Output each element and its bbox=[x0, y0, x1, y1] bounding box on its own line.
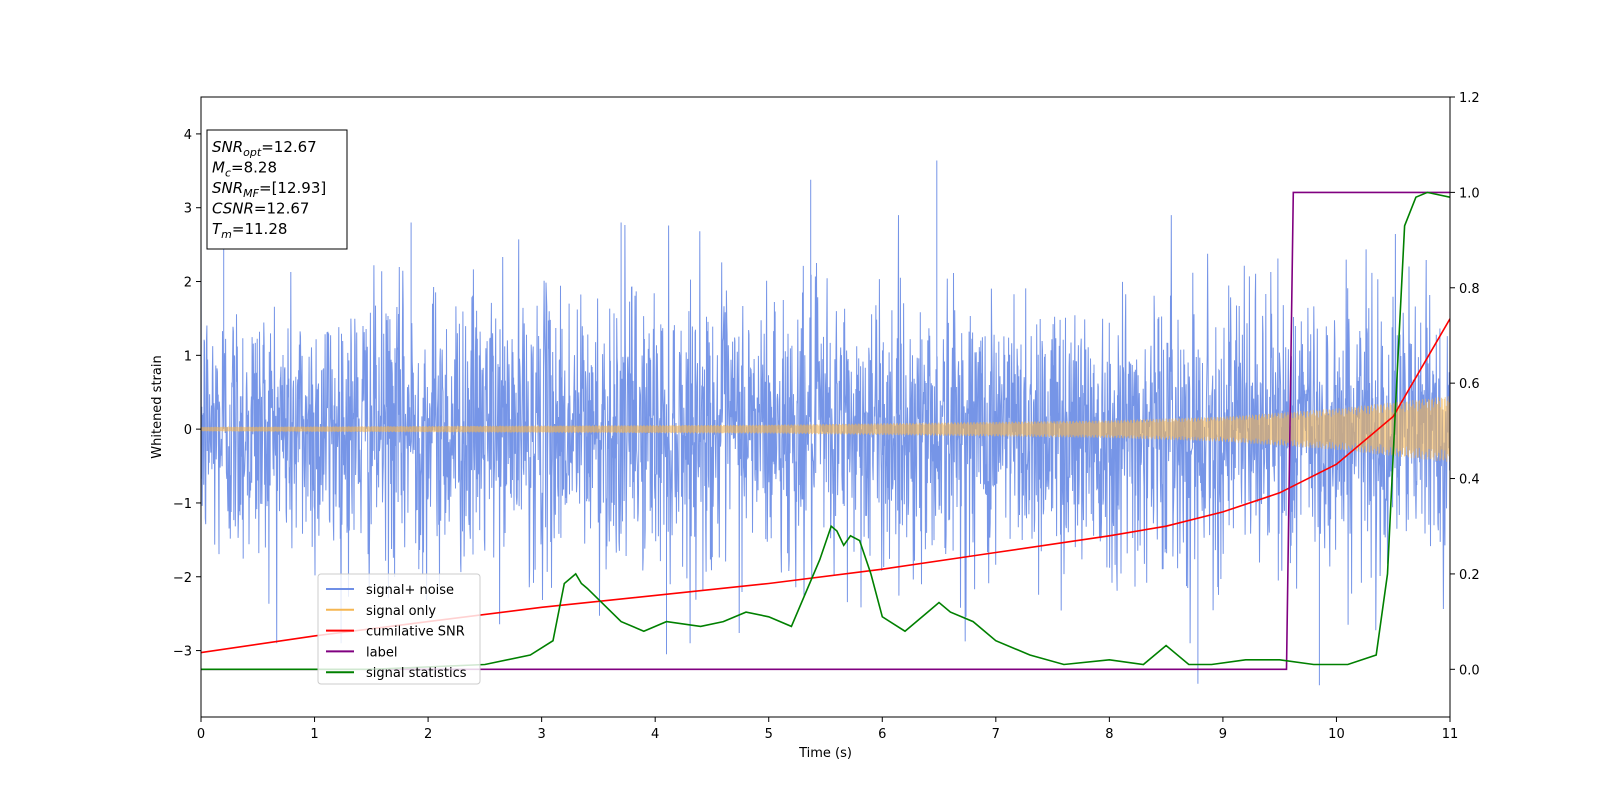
legend-frame bbox=[317, 573, 481, 685]
x-tick-label: 0 bbox=[197, 727, 205, 742]
y2-axis-ticks: 1.2 1.0 0.8 0.6 0.4 0.2 0.0 bbox=[1450, 91, 1480, 678]
y-tick-label: 0 bbox=[184, 423, 192, 438]
series-signal-only bbox=[201, 396, 1450, 463]
series-signal-statistics bbox=[201, 191, 1450, 671]
x-tick-label: 11 bbox=[1442, 727, 1459, 742]
y2-tick-label: 0.8 bbox=[1459, 282, 1480, 297]
x-tick-label: 1 bbox=[310, 727, 318, 742]
stats-box-frame bbox=[206, 129, 348, 250]
x-axis-ticks: 0 1 2 3 4 5 6 7 8 9 10 11 bbox=[197, 717, 1458, 742]
stats-line: Mc=8.28 bbox=[212, 159, 277, 180]
x-axis-label: Time (s) bbox=[798, 746, 852, 761]
x-tick-label: 10 bbox=[1328, 727, 1345, 742]
x-tick-label: 8 bbox=[1105, 727, 1113, 742]
y-tick-label: 2 bbox=[184, 276, 192, 291]
x-tick-label: 4 bbox=[651, 727, 659, 742]
y-tick-label: −2 bbox=[173, 571, 192, 586]
y2-tick-label: 1.2 bbox=[1459, 91, 1480, 106]
x-tick-label: 9 bbox=[1219, 727, 1227, 742]
x-tick-label: 3 bbox=[537, 727, 545, 742]
x-tick-label: 5 bbox=[765, 727, 773, 742]
y-tick-label: −1 bbox=[173, 497, 192, 512]
stats-line: CSNR=12.67 bbox=[212, 200, 309, 218]
y-axis-label: Whitened strain bbox=[150, 355, 165, 458]
x-tick-label: 7 bbox=[992, 727, 1000, 742]
y-tick-label: −3 bbox=[173, 645, 192, 660]
plot-area bbox=[201, 160, 1450, 686]
y2-tick-label: 1.0 bbox=[1459, 186, 1480, 201]
series-signal-noise bbox=[201, 160, 1450, 686]
stats-line: Tm=11.28 bbox=[212, 220, 287, 241]
legend-entry: label bbox=[366, 645, 397, 660]
plot-frame bbox=[200, 96, 1451, 718]
x-tick-label: 2 bbox=[424, 727, 432, 742]
y-tick-label: 1 bbox=[184, 349, 192, 364]
y2-tick-label: 0.6 bbox=[1459, 377, 1480, 392]
legend-entry: signal+ noise bbox=[366, 583, 454, 598]
legend-entry: signal statistics bbox=[366, 666, 467, 681]
x-tick-label: 6 bbox=[878, 727, 886, 742]
stats-line: SNRMF=[12.93] bbox=[212, 179, 326, 200]
stats-line: SNRopt=12.67 bbox=[212, 138, 317, 159]
y2-tick-label: 0.0 bbox=[1459, 663, 1480, 678]
series-label bbox=[201, 191, 1450, 671]
y2-tick-label: 0.2 bbox=[1459, 568, 1480, 583]
stats-annotation-box: SNRopt=12.67Mc=8.28SNRMF=[12.93]CSNR=12.… bbox=[206, 129, 348, 250]
y-axis-ticks: 4 3 2 1 0 −1 −2 −3 bbox=[173, 128, 201, 660]
legend-entry: signal only bbox=[366, 604, 436, 619]
y-tick-label: 4 bbox=[184, 128, 192, 143]
legend: signal+ noise signal only cumilative SNR la… bbox=[317, 573, 481, 685]
y2-tick-label: 0.4 bbox=[1459, 473, 1480, 488]
y-tick-label: 3 bbox=[184, 202, 192, 217]
legend-entry: cumilative SNR bbox=[366, 625, 465, 640]
